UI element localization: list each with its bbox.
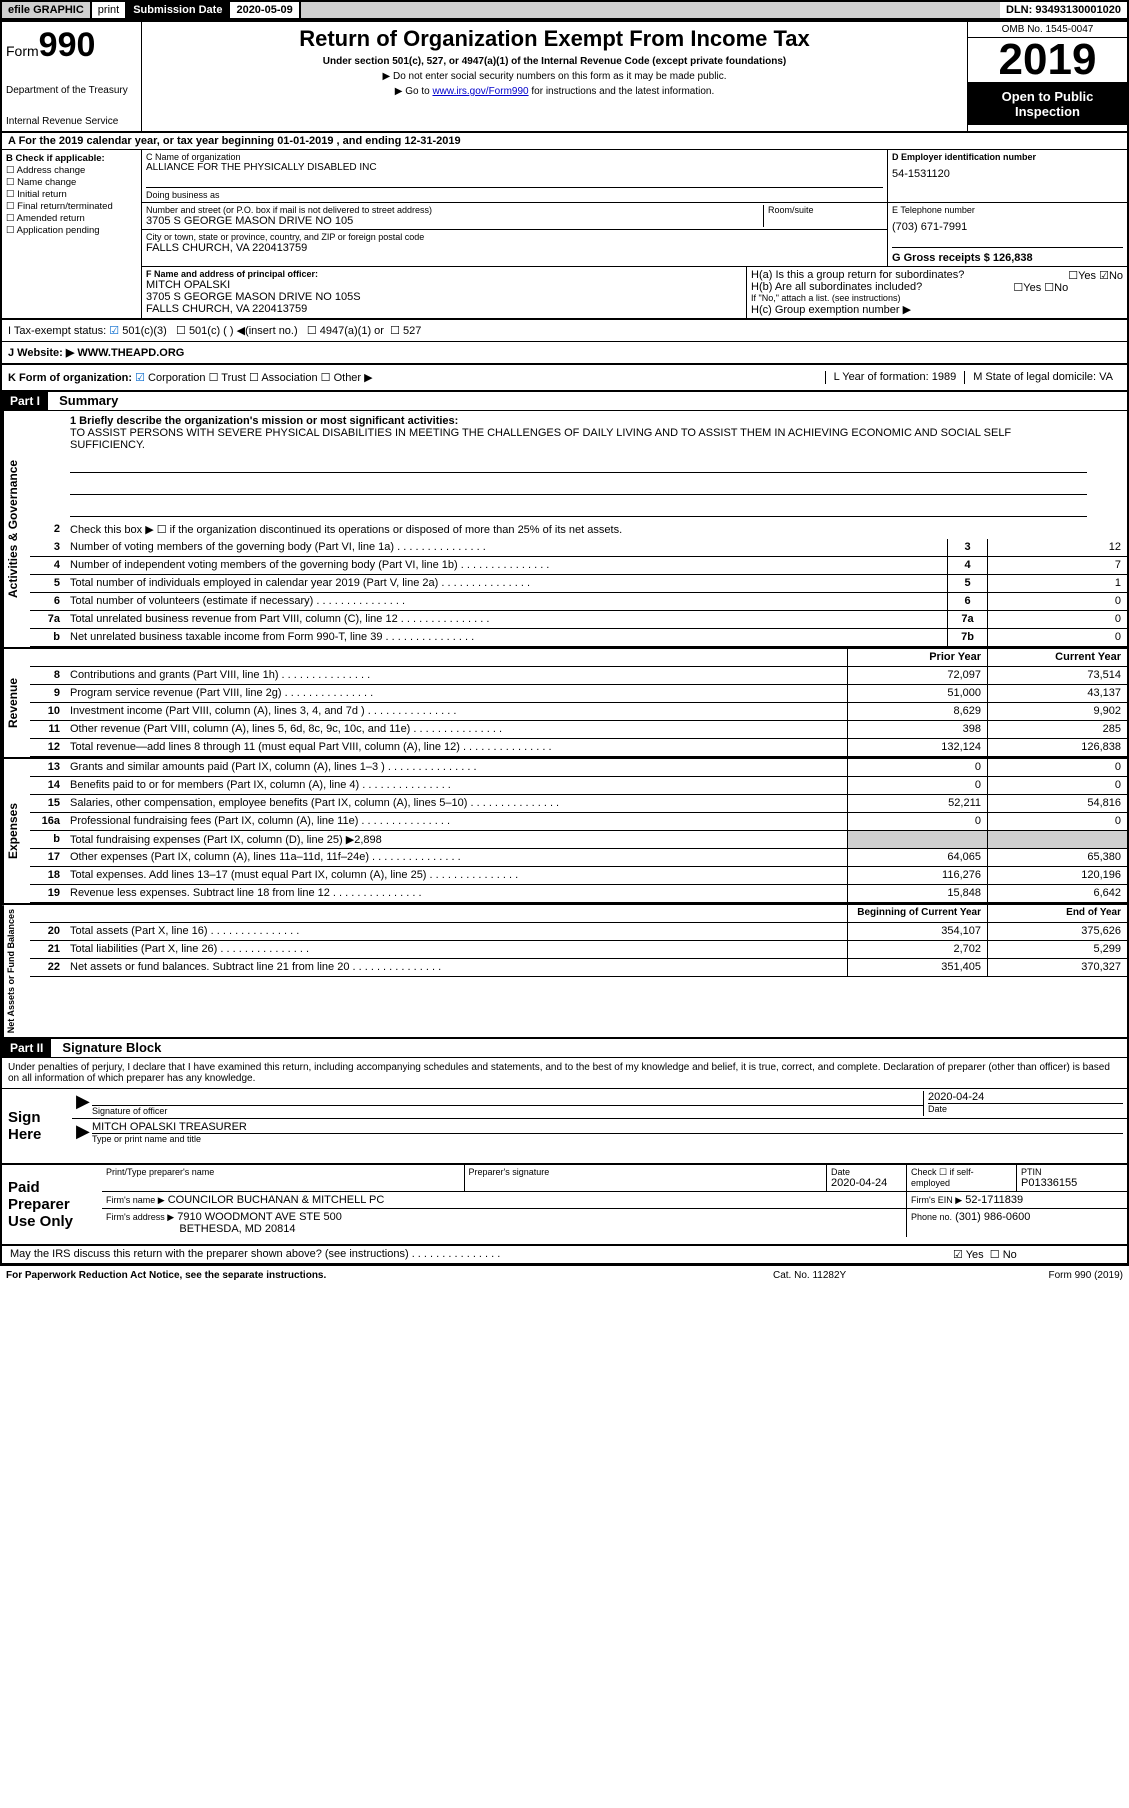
form-label: Form	[6, 43, 39, 59]
preparer-label: Paid Preparer Use Only	[2, 1165, 102, 1244]
officer-addr2: FALLS CHURCH, VA 220413759	[146, 303, 742, 315]
revenue-section: Revenue Prior YearCurrent Year 8Contribu…	[2, 649, 1127, 759]
chk-final[interactable]: Final return/terminated	[6, 201, 137, 212]
tax-status-row: I Tax-exempt status: 501(c)(3) 501(c) ( …	[2, 319, 1127, 342]
header-mid: Return of Organization Exempt From Incom…	[142, 22, 967, 131]
l-year: L Year of formation: 1989	[825, 371, 965, 384]
section-cd: C Name of organization ALLIANCE FOR THE …	[142, 150, 1127, 318]
g-gross: G Gross receipts $ 126,838	[892, 247, 1123, 264]
penalty-text: Under penalties of perjury, I declare th…	[2, 1058, 1127, 1089]
page-footer: For Paperwork Reduction Act Notice, see …	[0, 1266, 1129, 1285]
chk-501c[interactable]: 501(c) ( ) ◀(insert no.)	[176, 325, 298, 337]
ha-line: H(a) Is this a group return for subordin…	[751, 269, 1123, 281]
e-phone-label: E Telephone number	[892, 205, 1123, 215]
arrow-icon: ▶	[76, 1121, 92, 1144]
hb-line: H(b) Are all subordinates included? ☐Yes…	[751, 281, 1123, 293]
room-label: Room/suite	[763, 205, 883, 227]
top-bar: efile GRAPHIC print Submission Date 2020…	[0, 0, 1129, 20]
mission-text: TO ASSIST PERSONS WITH SEVERE PHYSICAL D…	[70, 427, 1087, 451]
city-label: City or town, state or province, country…	[146, 232, 883, 242]
note-link: ▶ Go to www.irs.gov/Form990 for instruct…	[146, 86, 963, 97]
city-value: FALLS CHURCH, VA 220413759	[146, 242, 883, 254]
header-right: OMB No. 1545-0047 2019 Open to Public In…	[967, 22, 1127, 131]
chk-trust[interactable]: Trust	[209, 372, 246, 384]
chk-other[interactable]: Other ▶	[321, 372, 373, 384]
open-public: Open to Public Inspection	[968, 83, 1127, 125]
subdate-value: 2020-05-09	[230, 2, 300, 18]
d-ein-label: D Employer identification number	[892, 152, 1123, 162]
chk-amended[interactable]: Amended return	[6, 213, 137, 224]
officer-addr1: 3705 S GEORGE MASON DRIVE NO 105S	[146, 291, 742, 303]
side-label-exp: Expenses	[2, 759, 30, 903]
chk-pending[interactable]: Application pending	[6, 225, 137, 236]
k-form-row: K Form of organization: Corporation Trus…	[2, 365, 1127, 392]
section-bcde: B Check if applicable: Address change Na…	[2, 150, 1127, 319]
sign-here-label: Sign Here	[2, 1089, 72, 1163]
chk-address[interactable]: Address change	[6, 165, 137, 176]
cat-no: Cat. No. 11282Y	[773, 1270, 973, 1281]
header-left: Form990 Department of the Treasury Inter…	[2, 22, 142, 131]
tax-year: 2019	[968, 38, 1127, 83]
m-state: M State of legal domicile: VA	[964, 371, 1121, 384]
part1-header: Part I Summary	[2, 392, 1127, 411]
chk-527[interactable]: 527	[390, 325, 421, 337]
b-header: B Check if applicable:	[6, 153, 137, 164]
netassets-section: Net Assets or Fund Balances Beginning of…	[2, 905, 1127, 1039]
dln-value: DLN: 93493130001020	[1000, 2, 1127, 18]
print-button[interactable]: print	[92, 2, 127, 18]
chk-name[interactable]: Name change	[6, 177, 137, 188]
f-officer-label: F Name and address of principal officer:	[146, 269, 742, 279]
dept-label: Department of the Treasury	[6, 85, 137, 96]
efile-label: efile GRAPHIC	[2, 2, 92, 18]
side-label-net: Net Assets or Fund Balances	[2, 905, 30, 1037]
hb-note: If "No," attach a list. (see instruction…	[751, 293, 1123, 303]
hc-line: H(c) Group exemption number ▶	[751, 303, 1123, 316]
chk-initial[interactable]: Initial return	[6, 189, 137, 200]
chk-assoc[interactable]: Association	[249, 372, 318, 384]
sign-here-row: Sign Here ▶ Signature of officer 2020-04…	[2, 1089, 1127, 1165]
side-label-rev: Revenue	[2, 649, 30, 757]
period-line: A For the 2019 calendar year, or tax yea…	[2, 133, 1127, 150]
form-header: Form990 Department of the Treasury Inter…	[2, 22, 1127, 133]
briefly-section: 1 Briefly describe the organization's mi…	[30, 411, 1127, 521]
form-number: 990	[39, 26, 96, 64]
irs-link[interactable]: www.irs.gov/Form990	[432, 86, 528, 97]
phone-value: (703) 671-7991	[892, 221, 1123, 233]
website-row: J Website: ▶ WWW.THEAPD.ORG	[2, 342, 1127, 365]
part2-header: Part II Signature Block	[2, 1039, 1127, 1058]
form-version: Form 990 (2019)	[973, 1270, 1123, 1281]
form-title: Return of Organization Exempt From Incom…	[146, 26, 963, 52]
chk-4947[interactable]: 4947(a)(1) or	[307, 325, 384, 337]
subdate-label: Submission Date	[127, 2, 230, 18]
ein-value: 54-1531120	[892, 168, 1123, 180]
irs-label: Internal Revenue Service	[6, 116, 137, 127]
form-container: Form990 Department of the Treasury Inter…	[0, 20, 1129, 1266]
org-name: ALLIANCE FOR THE PHYSICALLY DISABLED INC	[146, 162, 883, 173]
street-value: 3705 S GEORGE MASON DRIVE NO 105	[146, 215, 763, 227]
website-url: WWW.THEAPD.ORG	[77, 347, 184, 359]
chk-corp[interactable]: Corporation	[135, 372, 205, 384]
chk-501c3[interactable]: 501(c)(3)	[109, 325, 167, 337]
section-b: B Check if applicable: Address change Na…	[2, 150, 142, 318]
expenses-section: Expenses 13Grants and similar amounts pa…	[2, 759, 1127, 905]
discuss-line: May the IRS discuss this return with the…	[2, 1246, 1127, 1264]
arrow-icon: ▶	[76, 1091, 92, 1116]
paperwork-notice: For Paperwork Reduction Act Notice, see …	[6, 1270, 773, 1281]
officer-name: MITCH OPALSKI	[146, 279, 742, 291]
form-subtitle: Under section 501(c), 527, or 4947(a)(1)…	[146, 56, 963, 67]
street-label: Number and street (or P.O. box if mail i…	[146, 205, 763, 215]
activities-governance: Activities & Governance 1 Briefly descri…	[2, 411, 1127, 649]
dba-label: Doing business as	[146, 187, 883, 200]
side-label-gov: Activities & Governance	[2, 411, 30, 647]
preparer-row: Paid Preparer Use Only Print/Type prepar…	[2, 1165, 1127, 1246]
note-ssn: ▶ Do not enter social security numbers o…	[146, 71, 963, 82]
c-name-label: C Name of organization	[146, 152, 883, 162]
